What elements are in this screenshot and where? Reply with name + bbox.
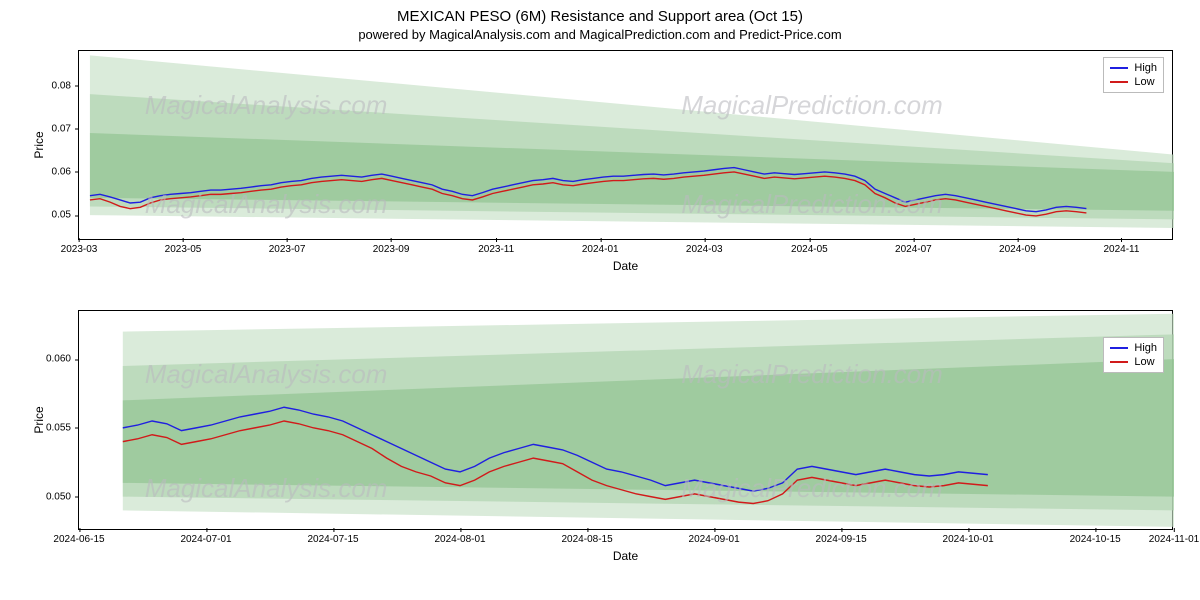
x-tick: 2024-09-15	[816, 534, 867, 545]
x-tick: 2024-10-01	[943, 534, 994, 545]
x-tick: 2024-08-15	[562, 534, 613, 545]
x-tick: 2023-07	[269, 244, 306, 255]
legend-swatch-high	[1110, 347, 1128, 349]
legend-row: High	[1110, 61, 1157, 75]
legend: HighLow	[1103, 337, 1164, 373]
legend-swatch-high	[1110, 67, 1128, 69]
x-tick: 2024-05	[791, 244, 828, 255]
x-axis-label: Date	[613, 549, 638, 563]
x-tick: 2023-05	[165, 244, 202, 255]
legend-label: High	[1134, 61, 1157, 75]
legend-swatch-low	[1110, 81, 1128, 83]
plot-svg	[79, 311, 1174, 531]
x-tick: 2024-08-01	[434, 534, 485, 545]
legend-label: Low	[1134, 355, 1154, 369]
plot-svg	[79, 51, 1174, 241]
legend-label: High	[1134, 341, 1157, 355]
chart-container: MEXICAN PESO (6M) Resistance and Support…	[0, 0, 1200, 600]
y-axis-label: Price	[32, 131, 46, 158]
x-tick: 2024-07-01	[180, 534, 231, 545]
y-axis-label: Price	[32, 406, 46, 433]
legend-label: Low	[1134, 75, 1154, 89]
x-tick: 2024-07-15	[307, 534, 358, 545]
legend-swatch-low	[1110, 361, 1128, 363]
x-tick: 2024-09	[999, 244, 1036, 255]
legend-row: High	[1110, 341, 1157, 355]
x-tick: 2024-09-01	[689, 534, 740, 545]
legend-row: Low	[1110, 355, 1157, 369]
x-tick: 2024-07	[895, 244, 932, 255]
x-tick: 2024-10-15	[1070, 534, 1121, 545]
x-tick: 2023-11	[478, 244, 514, 255]
chart-subtitle: powered by MagicalAnalysis.com and Magic…	[0, 25, 1200, 46]
x-tick: 2023-03	[61, 244, 98, 255]
panel-bottom: Price Date 0.0500.0550.0602024-06-152024…	[78, 310, 1173, 530]
x-tick: 2024-03	[686, 244, 723, 255]
legend: HighLow	[1103, 57, 1164, 93]
legend-row: Low	[1110, 75, 1157, 89]
x-axis-label: Date	[613, 259, 638, 273]
x-tick: 2024-06-15	[53, 534, 104, 545]
chart-title: MEXICAN PESO (6M) Resistance and Support…	[0, 0, 1200, 25]
x-tick: 2024-11	[1103, 244, 1139, 255]
x-tick: 2024-11-01	[1149, 534, 1199, 545]
x-tick: 2024-01	[582, 244, 619, 255]
x-tick: 2023-09	[373, 244, 410, 255]
panel-top: Price Date 0.050.060.070.082023-032023-0…	[78, 50, 1173, 240]
